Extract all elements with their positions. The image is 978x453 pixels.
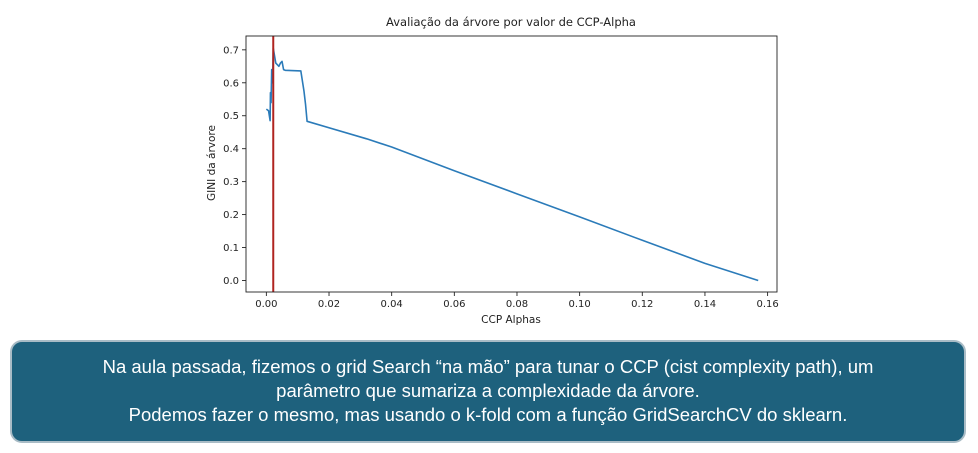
y-tick-label: 0.3 (223, 177, 239, 188)
y-tick-label: 0.7 (223, 45, 239, 56)
chart-title: Avaliação da árvore por valor de CCP-Alp… (386, 15, 636, 29)
callout-line-3: Podemos fazer o mesmo, mas usando o k-fo… (128, 404, 848, 425)
x-tick-label: 0.04 (381, 299, 403, 310)
x-axis-label: CCP Alphas (481, 314, 541, 326)
y-tick-label: 0.6 (223, 78, 239, 89)
y-axis-label: GINI da árvore (206, 125, 218, 201)
x-tick-label: 0.14 (694, 299, 716, 310)
y-tick-label: 0.2 (223, 210, 239, 221)
callout-line-1: Na aula passada, fizemos o grid Search “… (102, 356, 874, 377)
x-tick-label: 0.02 (318, 299, 340, 310)
y-tick-label: 0.5 (223, 111, 239, 122)
x-tick-label: 0.16 (756, 299, 778, 310)
callout-line-2: parâmetro que sumariza a complexidade da… (276, 380, 700, 401)
x-tick-label: 0.06 (443, 299, 465, 310)
x-tick-label: 0.00 (255, 299, 277, 310)
y-tick-label: 0.0 (223, 276, 239, 287)
x-tick-label: 0.10 (569, 299, 591, 310)
plot-area: 0.00 0.02 0.04 0.06 0.08 0.10 0.12 0.14 0.16 0.0 0… (223, 35, 779, 310)
plot-frame (245, 35, 778, 293)
line-chart: Avaliação da árvore por valor de CCP-Alp… (206, 15, 779, 326)
y-tick-label: 0.1 (223, 243, 239, 254)
x-tick-label: 0.12 (631, 299, 653, 310)
info-callout: Na aula passada, fizemos o grid Search “… (10, 340, 966, 443)
x-tick-label: 0.08 (506, 299, 528, 310)
y-tick-label: 0.4 (223, 144, 239, 155)
series-line-0 (265, 47, 759, 282)
